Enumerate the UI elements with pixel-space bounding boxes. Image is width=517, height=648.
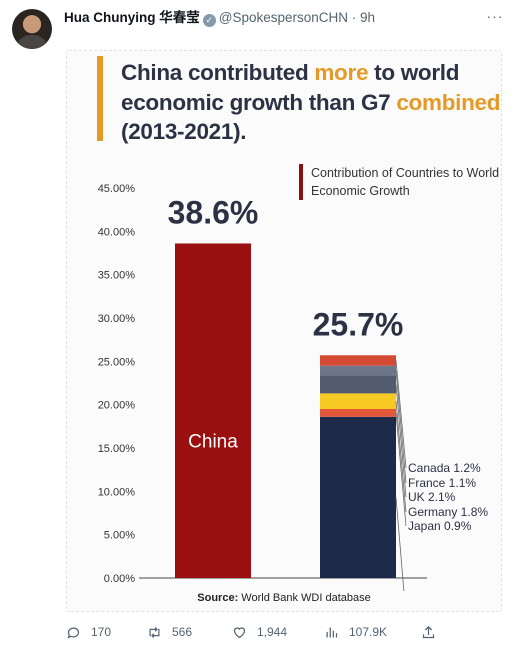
y-tick-label: 5.00% bbox=[104, 530, 135, 542]
bar-segment-germany bbox=[320, 393, 396, 409]
headline-highlight-more: more bbox=[314, 60, 369, 85]
g7-total-label: 25.7% bbox=[313, 306, 404, 342]
reply-count: 170 bbox=[91, 625, 112, 639]
segment-label-canada: Canada 1.2% bbox=[408, 461, 481, 475]
avatar[interactable] bbox=[12, 9, 52, 49]
views-chart-icon bbox=[326, 627, 338, 638]
tweet-header: Hua Chunying 华春莹 ✓ @SpokespersonCHN · 9h ·… bbox=[0, 0, 517, 50]
retweet-icon bbox=[149, 627, 160, 638]
headline-highlight-combined: combined bbox=[396, 89, 501, 115]
source-label: Source: bbox=[197, 592, 239, 604]
bar-china bbox=[175, 243, 251, 578]
headline-part: China contributed bbox=[121, 60, 315, 85]
y-tick-label: 25.00% bbox=[98, 356, 136, 368]
legend-color-swatch bbox=[299, 164, 303, 200]
leader-line-uk bbox=[395, 384, 407, 498]
leader-line-germany bbox=[395, 401, 407, 513]
like-button[interactable]: 1,944 bbox=[232, 625, 287, 640]
reply-button[interactable]: 170 bbox=[66, 625, 111, 640]
share-button[interactable] bbox=[421, 625, 446, 640]
heart-icon bbox=[233, 627, 246, 639]
leader-line-japan bbox=[395, 412, 407, 527]
more-options-button[interactable]: ··· bbox=[486, 8, 504, 24]
china-bar-label: China bbox=[188, 432, 238, 453]
y-tick-label: 45.00% bbox=[98, 183, 136, 195]
bar-segment-uk bbox=[320, 375, 396, 394]
stacked-bar-chart: 0.00% 5.00% 10.00% 15.00% 20.00% 25.00% 30.00%… bbox=[98, 183, 488, 591]
leader-line-us bbox=[395, 497, 405, 591]
headline-part: (2013-2021). bbox=[121, 119, 247, 144]
segment-label-france: France 1.1% bbox=[408, 476, 476, 490]
source-text: World Bank WDI database bbox=[238, 592, 371, 604]
y-tick-label: 30.00% bbox=[98, 313, 136, 325]
chart-source: Source: World Bank WDI database bbox=[67, 592, 501, 604]
china-total-label: 38.6% bbox=[168, 194, 259, 230]
display-name[interactable]: Hua Chunying 华春莹 bbox=[64, 10, 200, 25]
headline-part: to world economic growth than G7 bbox=[121, 60, 460, 115]
tweet-author-line: Hua Chunying 华春莹 ✓ @SpokespersonCHN · 9h bbox=[64, 9, 375, 27]
reply-icon bbox=[67, 627, 80, 639]
bar-segment-us bbox=[320, 416, 396, 578]
y-tick-label: 0.00% bbox=[104, 573, 135, 585]
y-tick-label: 35.00% bbox=[98, 270, 136, 282]
leader-line-france bbox=[395, 370, 407, 484]
bar-segment-france bbox=[320, 365, 396, 376]
retweet-count: 566 bbox=[172, 625, 193, 639]
tweet-image-card[interactable]: China contributed more to world economic… bbox=[66, 50, 502, 612]
segment-label-japan: Japan 0.9% bbox=[408, 519, 472, 533]
like-count: 1,944 bbox=[257, 625, 288, 639]
leader-line-canada bbox=[395, 360, 407, 469]
user-handle[interactable]: @SpokespersonCHN bbox=[218, 10, 349, 25]
infographic-headline: China contributed more to world economic… bbox=[121, 58, 501, 147]
retweet-button[interactable]: 566 bbox=[147, 625, 192, 640]
segment-label-uk: UK 2.1% bbox=[408, 490, 456, 504]
y-tick-label: 20.00% bbox=[98, 400, 136, 412]
headline-accent-bar bbox=[97, 56, 103, 141]
segment-label-germany: Germany 1.8% bbox=[408, 505, 488, 519]
views-count: 107.9K bbox=[349, 625, 388, 639]
chart-legend-label: Contribution of Countries to World Econo… bbox=[311, 166, 500, 198]
tweet-action-bar: 170 566 1,944 107.9K bbox=[0, 618, 517, 648]
separator-dot: · bbox=[351, 10, 357, 25]
bar-segment-canada bbox=[320, 355, 396, 366]
y-tick-label: 10.00% bbox=[98, 486, 136, 498]
share-icon bbox=[422, 625, 435, 639]
y-tick-label: 15.00% bbox=[98, 443, 136, 455]
infographic: China contributed more to world economic… bbox=[67, 51, 501, 611]
y-tick-label: 40.00% bbox=[98, 226, 136, 238]
tweet-timestamp[interactable]: 9h bbox=[360, 10, 376, 25]
bar-segment-japan bbox=[320, 409, 396, 417]
verified-badge-icon: ✓ bbox=[202, 14, 216, 27]
views-button[interactable]: 107.9K bbox=[324, 625, 387, 640]
